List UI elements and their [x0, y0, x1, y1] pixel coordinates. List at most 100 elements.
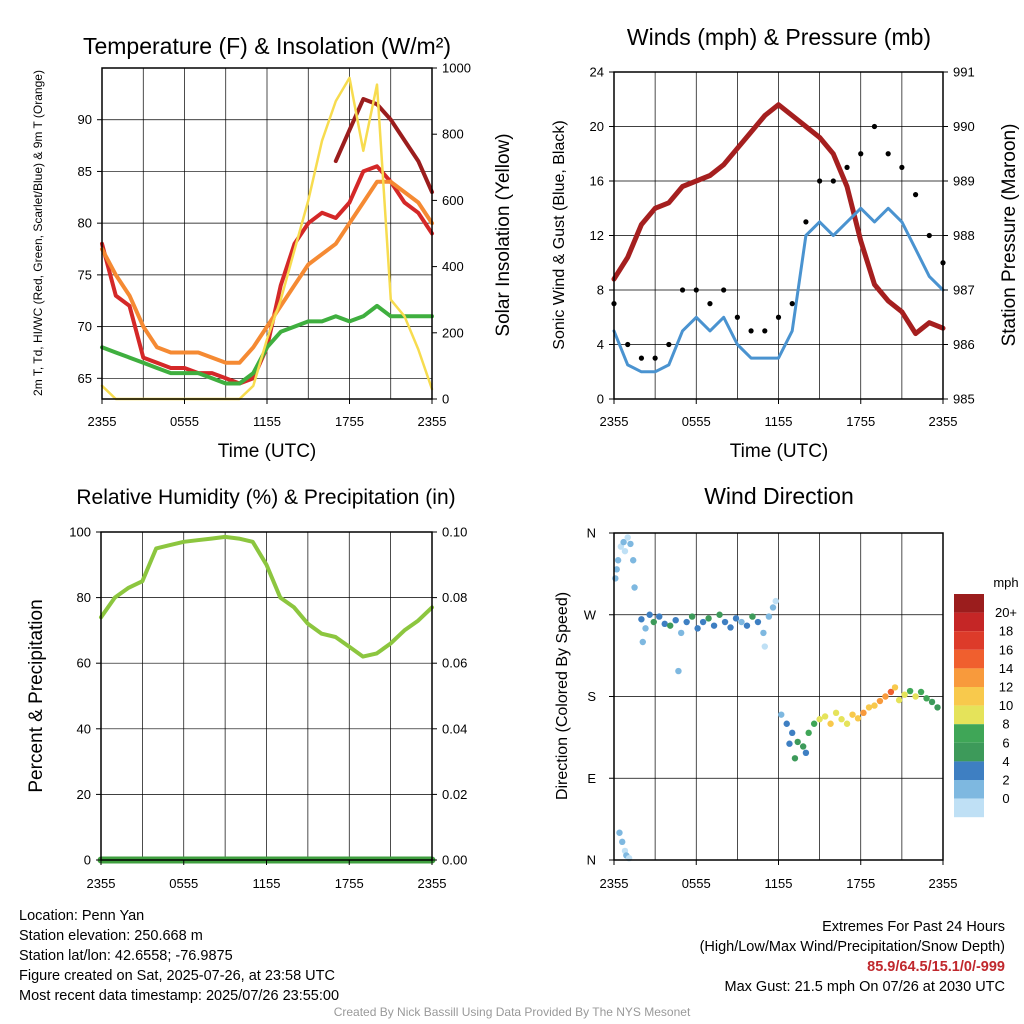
temperature-grid	[102, 68, 432, 399]
max-gust: Max Gust: 21.5 mph On 07/26 at 2030 UTC	[724, 979, 1005, 995]
wind-direction-point	[656, 613, 663, 620]
temperature-ticks: 2355 0555 1155 1755 2355 65 70 75 80 85 90 0 200 400 6…	[78, 61, 471, 430]
wind-direction-point	[906, 687, 914, 695]
wind-direction-point	[860, 709, 867, 717]
wind-direction-point	[661, 620, 668, 628]
wind-direction-point	[799, 743, 807, 750]
y-tick-label: 70	[78, 319, 92, 334]
dewpoint-line	[100, 303, 434, 386]
gust-point	[748, 328, 754, 334]
credit-line: Created By Nick Bassill Using Data Provi…	[333, 1005, 691, 1019]
colorbar-swatch	[954, 742, 984, 762]
direction-tick-label: S	[587, 689, 596, 704]
gust-point	[666, 341, 672, 348]
extremes-values: 85.9/64.5/15.1/0/-999	[867, 959, 1005, 975]
figure-created: Figure created on Sat, 2025-07-26, at 23…	[19, 968, 335, 984]
y-right-tick-label: 986	[953, 337, 975, 352]
humidity-y-axis-label: Percent & Precipitation	[26, 599, 47, 792]
colorbar-swatch	[954, 705, 984, 725]
colorbar-swatch	[954, 668, 984, 687]
wind-line	[612, 206, 945, 374]
wind-direction-point	[677, 629, 685, 637]
x-tick-label: 1155	[765, 414, 793, 429]
wind-direction-point	[912, 693, 919, 700]
colorbar-swatch	[954, 724, 984, 743]
colorbar-label: 12	[999, 680, 1013, 695]
wind-direction-point	[621, 547, 629, 555]
colorbar-label: 6	[1002, 735, 1009, 750]
wind-direction-point	[849, 711, 856, 718]
wind-direction-point	[843, 720, 851, 727]
wind-direction-point	[821, 713, 829, 720]
winds-lines	[611, 102, 946, 374]
wind-direction-point	[791, 755, 799, 762]
y-right-tick-label: 985	[953, 392, 975, 407]
wind-direction-point	[699, 618, 707, 626]
humidity-panel: Relative Humidity (%) & Precipitation (i…	[26, 486, 467, 891]
x-tick-label: 1155	[253, 876, 281, 891]
y-tick-label: 16	[590, 174, 604, 189]
direction-tick-label: N	[587, 526, 596, 541]
wind-direction-point	[882, 693, 889, 700]
winds-panel: Winds (mph) & Pressure (mb) 2355 0555 1155…	[551, 24, 1020, 462]
colorbar-swatch	[954, 761, 984, 780]
wind-direction-point	[854, 715, 862, 722]
y-tick-label: 60	[77, 656, 91, 671]
wind-direction-point	[738, 618, 745, 626]
colorbar-title: mph	[993, 575, 1018, 590]
heat_index-line	[333, 97, 434, 195]
y-right-tick-label: 0	[442, 392, 449, 407]
gust-point	[830, 178, 836, 184]
x-tick-label: 2355	[418, 876, 447, 891]
wind-direction-point	[917, 688, 925, 696]
wind-direction-point	[749, 613, 756, 620]
pressure-y-axis-label: Station Pressure (Maroon)	[999, 124, 1020, 347]
wind-direction-point	[761, 643, 768, 650]
humidity-ticks: 2355 0555 1155 1755 2355 0 20 40 60 80 100 0.00 0.02…	[69, 525, 467, 892]
colorbar-label: 16	[999, 642, 1013, 657]
y-tick-label: 75	[78, 267, 92, 282]
y-right-tick-label: 0.08	[442, 590, 467, 605]
station-info: Location: Penn Yan Station elevation: 25…	[19, 906, 339, 1006]
gust-point	[899, 164, 905, 170]
wind-direction-point	[783, 720, 790, 727]
gust-point	[707, 301, 713, 307]
wind-direction-point	[865, 704, 873, 711]
wind-direction-point	[786, 740, 793, 747]
wind-direction-point	[646, 611, 653, 618]
wind-direction-point	[772, 597, 779, 605]
x-tick-label: 2355	[929, 876, 958, 891]
wind-direction-panel: Wind Direction 2355 0555 1155 1755 2355 N E S W N…	[554, 483, 1019, 891]
y-tick-label: 4	[597, 337, 604, 352]
colorbar-swatch	[954, 612, 984, 632]
wind-direction-panel-title: Wind Direction	[704, 483, 854, 509]
temperature-y-axis-label: 2m T, Td, HI/WC (Red, Green, Scarlet/Blu…	[31, 70, 45, 396]
gust-point	[652, 355, 658, 361]
colorbar-swatch	[954, 631, 984, 650]
temperature-lines	[100, 76, 434, 401]
winds-x-axis-label: Time (UTC)	[730, 441, 829, 462]
gust-point	[926, 232, 932, 239]
pressure-line	[611, 102, 946, 337]
direction-tick-label: N	[587, 853, 596, 868]
gust-point	[789, 301, 795, 307]
wind-direction-point	[891, 684, 899, 691]
y-right-tick-label: 990	[953, 119, 975, 134]
wind-direction-point	[876, 697, 884, 705]
wind-direction-point	[887, 688, 895, 696]
temp_9m-line	[100, 179, 434, 365]
wind-direction-point	[612, 575, 619, 582]
wind-direction-point	[816, 716, 823, 723]
y-tick-label: 80	[77, 590, 91, 605]
y-right-tick-label: 0.06	[442, 656, 467, 671]
colorbar-swatch	[954, 798, 984, 818]
y-right-tick-label: 0.10	[442, 525, 467, 540]
wind-direction-point	[642, 625, 649, 632]
wind-direction-point	[672, 617, 679, 624]
wind-direction-point	[694, 625, 701, 632]
y-tick-label: 65	[78, 371, 92, 386]
gust-point	[775, 314, 782, 320]
x-tick-label: 1155	[253, 414, 281, 429]
wind-direction-point	[716, 611, 723, 618]
